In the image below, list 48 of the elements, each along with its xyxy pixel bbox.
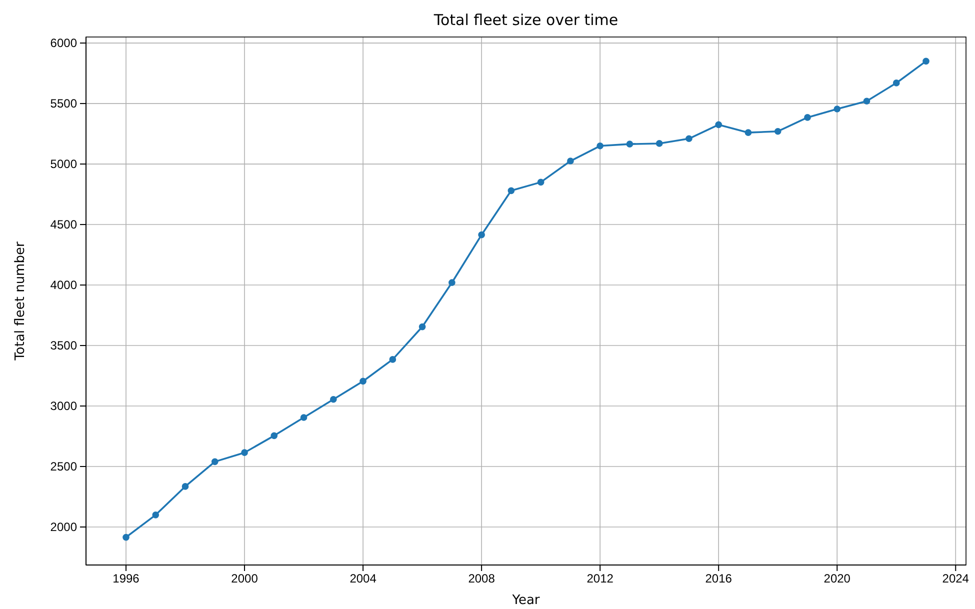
y-tick-label: 2500	[50, 459, 78, 474]
point	[241, 449, 248, 456]
y-tick-label: 6000	[50, 36, 78, 50]
x-axis-title: Year	[511, 593, 540, 608]
point	[834, 106, 841, 112]
point	[418, 323, 426, 330]
point	[686, 135, 692, 142]
y-tick-label: 4000	[50, 278, 78, 292]
point	[122, 534, 130, 541]
point	[863, 98, 870, 105]
point	[774, 128, 782, 135]
x-tick-label: 2012	[586, 572, 614, 586]
chart-title: Total fleet size over time	[432, 11, 618, 29]
point	[567, 158, 574, 164]
y-tick-label: 2000	[50, 520, 78, 534]
x-tick-label: 1996	[112, 572, 140, 586]
point	[389, 356, 396, 363]
x-tick-label: 2024	[942, 572, 970, 586]
x-tick-label: 2016	[705, 572, 732, 586]
x-tick-label: 2008	[468, 572, 496, 586]
point	[360, 378, 366, 385]
y-tick-label: 4500	[50, 217, 78, 232]
point	[182, 483, 189, 490]
point	[448, 279, 456, 286]
point	[626, 140, 634, 148]
point	[744, 129, 752, 136]
point	[804, 114, 811, 121]
x-tick-label: 2000	[231, 572, 258, 586]
y-tick-label: 5000	[50, 156, 78, 171]
y-tick-label: 3500	[50, 338, 78, 352]
point	[211, 458, 218, 466]
x-tick-label: 2020	[824, 572, 851, 586]
point	[478, 231, 485, 238]
point	[330, 396, 337, 403]
x-tick-label: 2004	[350, 572, 377, 586]
point	[596, 142, 604, 150]
point	[922, 58, 930, 65]
point	[270, 432, 278, 440]
point	[715, 121, 722, 128]
point	[537, 178, 544, 186]
y-tick-label: 5500	[50, 96, 78, 110]
point	[508, 187, 515, 194]
y-tick-label: 3000	[50, 398, 78, 413]
point	[892, 80, 900, 86]
point	[152, 511, 160, 518]
y-axis-title: Total fleet number	[13, 241, 28, 362]
point	[656, 140, 663, 147]
point	[300, 414, 308, 421]
